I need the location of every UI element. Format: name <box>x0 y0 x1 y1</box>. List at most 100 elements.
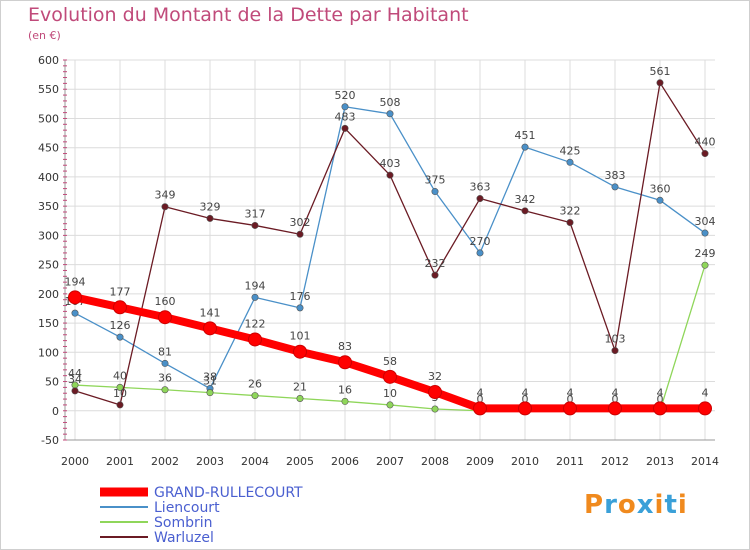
data-point <box>116 383 124 391</box>
data-point <box>206 214 214 222</box>
data-label: 101 <box>290 330 311 343</box>
data-label: 322 <box>560 205 581 218</box>
data-point <box>386 401 394 409</box>
data-point <box>701 229 709 237</box>
data-label: 249 <box>695 247 716 260</box>
data-label: 342 <box>515 193 536 206</box>
logo-letter: i <box>654 490 665 520</box>
data-label: 0 <box>477 393 484 406</box>
data-point <box>68 290 82 305</box>
legend-label: Sombrin <box>154 515 213 531</box>
legend-label: GRAND-RULLECOURT <box>154 485 303 501</box>
data-point <box>251 392 259 400</box>
y-tick-label: 400 <box>38 171 59 184</box>
data-label: 10 <box>113 387 127 400</box>
data-point <box>341 103 349 111</box>
data-point <box>653 401 667 416</box>
x-tick-label: 2007 <box>376 455 404 468</box>
data-point <box>71 387 79 395</box>
data-point <box>566 219 574 227</box>
data-point <box>116 333 124 341</box>
data-label: 126 <box>110 319 131 332</box>
logo-letter: t <box>664 490 678 520</box>
data-label: 403 <box>380 157 401 170</box>
data-point <box>563 401 577 416</box>
data-label: 561 <box>650 65 671 78</box>
data-point <box>698 401 712 416</box>
logo-letter: x <box>636 490 655 520</box>
data-label: 34 <box>68 373 82 386</box>
data-label: 4 <box>612 386 619 399</box>
data-point <box>296 304 304 312</box>
proxiti-logo: Proxiti <box>584 490 688 520</box>
data-point <box>251 293 259 301</box>
data-label: 4 <box>657 386 664 399</box>
data-point <box>161 203 169 211</box>
y-tick-label: 0 <box>52 405 59 418</box>
data-point <box>701 261 709 269</box>
data-label: 26 <box>248 378 262 391</box>
data-label: 0 <box>657 393 664 406</box>
y-tick-label: -50 <box>41 434 59 447</box>
data-point <box>386 110 394 118</box>
y-tick-label: 200 <box>38 288 59 301</box>
data-point <box>431 405 439 413</box>
x-tick-label: 2005 <box>286 455 314 468</box>
y-tick-label: 600 <box>38 54 59 67</box>
data-label: 83 <box>338 340 352 353</box>
logo-letter: P <box>584 490 605 520</box>
data-label: 21 <box>293 380 307 393</box>
data-label: 520 <box>335 89 356 102</box>
data-label: 58 <box>383 355 397 368</box>
data-point <box>428 385 442 400</box>
data-point <box>296 394 304 402</box>
data-point <box>476 249 484 257</box>
data-label: 360 <box>650 182 671 195</box>
data-label: 0 <box>522 393 529 406</box>
x-tick-label: 2002 <box>151 455 179 468</box>
y-tick-label: 300 <box>38 229 59 242</box>
data-label: 194 <box>245 279 266 292</box>
data-label: 483 <box>335 110 356 123</box>
data-point <box>521 207 529 215</box>
data-label: 349 <box>155 189 176 202</box>
data-label: 4 <box>567 386 574 399</box>
data-point <box>566 158 574 166</box>
data-label: 122 <box>245 317 266 330</box>
data-point <box>431 188 439 196</box>
data-point <box>71 309 79 317</box>
data-point <box>161 359 169 367</box>
data-label: 40 <box>113 369 127 382</box>
data-label: 363 <box>470 181 491 194</box>
data-point <box>248 332 262 347</box>
data-label: 329 <box>200 200 221 213</box>
data-point <box>203 321 217 336</box>
x-tick-label: 2009 <box>466 455 494 468</box>
y-tick-label: 150 <box>38 317 59 330</box>
data-point <box>158 310 172 325</box>
data-label: 451 <box>515 129 536 142</box>
data-label: 508 <box>380 96 401 109</box>
data-label: 38 <box>203 371 217 384</box>
data-label: 176 <box>290 290 311 303</box>
data-label: 4 <box>702 386 709 399</box>
data-point <box>116 401 124 409</box>
data-point <box>611 347 619 355</box>
unit-label: (en €) <box>28 29 61 42</box>
data-point <box>338 355 352 370</box>
data-label: 177 <box>110 285 131 298</box>
data-label: 270 <box>470 235 491 248</box>
data-label: 440 <box>695 136 716 149</box>
data-label: 31 <box>203 375 217 388</box>
x-tick-label: 2012 <box>601 455 629 468</box>
data-point <box>296 230 304 238</box>
data-point <box>473 401 487 416</box>
x-tick-label: 2003 <box>196 455 224 468</box>
data-point <box>518 401 532 416</box>
y-tick-label: 100 <box>38 346 59 359</box>
y-tick-label: 250 <box>38 259 59 272</box>
logo-letter: o <box>617 490 637 520</box>
data-point <box>521 143 529 151</box>
data-label: 194 <box>65 275 86 288</box>
